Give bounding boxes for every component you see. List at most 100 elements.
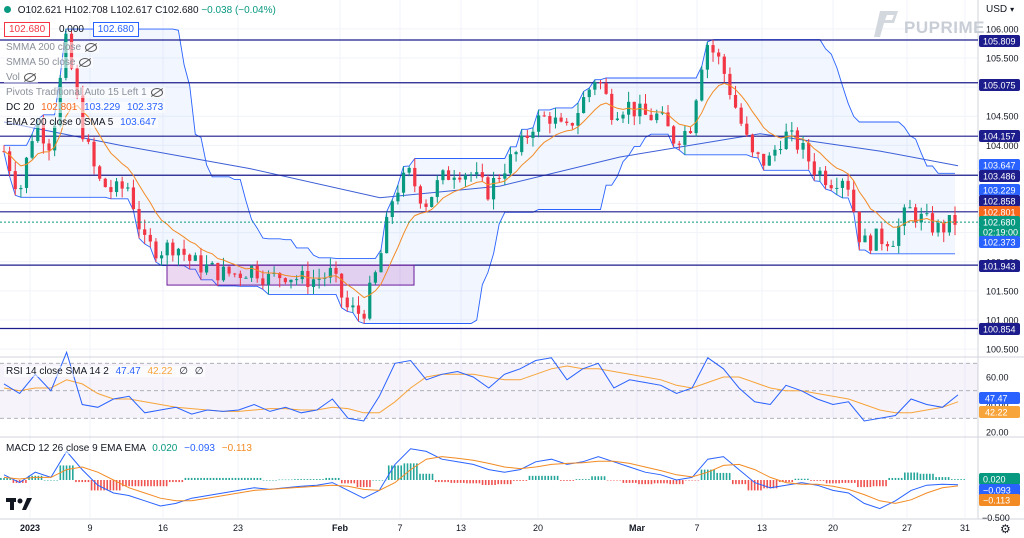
- macd-histogram-bar: [825, 480, 828, 484]
- candle-body: [103, 178, 107, 188]
- candle-body: [610, 93, 614, 120]
- candle-body: [159, 255, 164, 259]
- macd-histogram-bar: [488, 480, 490, 485]
- macd-histogram-bar: [46, 480, 49, 481]
- price-level-badge: [979, 170, 1020, 182]
- hidden-eye-icon[interactable]: [150, 87, 163, 97]
- macd-histogram-bar: [666, 480, 668, 484]
- rsi-axis-label: 40.00: [986, 400, 1009, 410]
- macd-legend[interactable]: MACD 12 26 close 9 EMA EMA 0.020 −0.093 …: [4, 443, 254, 454]
- macd-histogram-bar: [403, 463, 406, 480]
- macd-histogram-bar: [566, 480, 568, 481]
- macd-histogram-bar: [816, 480, 819, 481]
- price-tick-label: 106.000: [986, 24, 1019, 34]
- price-level-badge: [979, 323, 1020, 335]
- indicator-sma200-legend[interactable]: SMMA 200 close: [4, 42, 100, 53]
- macd-histogram-bar: [791, 480, 794, 483]
- macd-histogram-bar: [250, 477, 252, 480]
- time-axis-label: 20: [533, 523, 543, 533]
- macd-histogram-bar: [500, 480, 503, 485]
- macd-hist-value: 0.020: [152, 443, 178, 454]
- hidden-eye-icon[interactable]: [23, 72, 36, 82]
- macd-histogram-bar: [725, 472, 728, 480]
- macd-histogram-bar: [275, 480, 277, 481]
- candle-body: [778, 149, 783, 151]
- rsi-badge-label: 47.47: [985, 394, 1008, 404]
- price-tick-label: 105.500: [986, 53, 1019, 63]
- candle-body: [300, 270, 304, 280]
- indicator-pivots-legend[interactable]: Pivots Traditional Auto 15 Left 1: [4, 87, 165, 98]
- price-level-badge: [979, 159, 1020, 171]
- candle-body: [36, 124, 40, 142]
- macd-badge-label: 0.020: [983, 475, 1006, 485]
- sma200-line: [3, 121, 959, 199]
- macd-badge-label: −0.093: [983, 486, 1011, 496]
- candle-body: [942, 222, 946, 233]
- macd-histogram-bar: [53, 480, 55, 481]
- macd-histogram-bar: [381, 480, 384, 481]
- macd-histogram-bar: [663, 480, 665, 484]
- macd-signal-line: [3, 456, 959, 504]
- candle-body: [204, 264, 209, 273]
- candle-body: [131, 187, 136, 210]
- tradingview-logo-icon[interactable]: [6, 496, 32, 512]
- candle-body: [13, 171, 17, 190]
- hidden-eye-icon[interactable]: [85, 42, 98, 52]
- macd-histogram-bar: [731, 480, 734, 485]
- price-level-label: 100.854: [983, 325, 1016, 335]
- indicator-dc-legend[interactable]: DC 20 102.801 103.229 102.373: [4, 102, 166, 113]
- time-axis-label: 31: [960, 523, 970, 533]
- macd-histogram-bar: [472, 480, 474, 484]
- macd-histogram-bar: [631, 480, 634, 483]
- macd-line: [3, 448, 959, 510]
- time-axis-label: 13: [757, 523, 767, 533]
- candle-body: [801, 142, 805, 150]
- candle-body: [98, 166, 102, 179]
- price-level-label: 101.943: [983, 262, 1016, 272]
- macd-histogram-bar: [491, 480, 493, 485]
- rsi-legend[interactable]: RSI 14 close SMA 14 2 47.47 42.22 ∅ ∅: [4, 366, 206, 377]
- time-axis-label: Feb: [332, 523, 349, 533]
- macd-histogram-bar: [678, 480, 681, 485]
- sell-price-button[interactable]: 102.680: [4, 22, 51, 37]
- price-tick-label: 101.000: [986, 315, 1019, 325]
- macd-histogram-bar: [81, 480, 83, 483]
- macd-histogram-bar: [963, 479, 966, 480]
- time-axis-label: 2023: [20, 523, 40, 533]
- candle-body: [638, 103, 642, 117]
- macd-histogram-bar: [528, 475, 531, 480]
- candle-body: [649, 114, 653, 121]
- ohlc-close: C102.680: [155, 5, 199, 16]
- price-level-badge: [979, 79, 1020, 91]
- candle-body: [24, 157, 29, 188]
- macd-histogram-bar: [391, 465, 393, 480]
- macd-histogram-bar: [56, 480, 58, 481]
- candle-body: [835, 187, 839, 189]
- macd-histogram-bar: [12, 480, 15, 483]
- indicator-sma50-legend[interactable]: SMMA 50 close: [4, 57, 94, 68]
- candle-body: [542, 115, 546, 117]
- ema-value: 103.647: [120, 117, 157, 128]
- settings-gear-icon[interactable]: ⚙: [1000, 522, 1011, 536]
- hidden-eye-icon[interactable]: [79, 57, 92, 67]
- macd-histogram-bar: [106, 480, 109, 491]
- price-level-label: 102.801: [983, 208, 1016, 218]
- indicator-vol-legend[interactable]: Vol: [4, 72, 38, 83]
- macd-histogram-bar: [822, 480, 825, 481]
- macd-histogram-bar: [857, 480, 859, 488]
- candle-body: [728, 73, 732, 95]
- candle-body: [587, 89, 591, 98]
- indicator-sma50-label: SMMA 50 close: [6, 57, 76, 68]
- currency-selector[interactable]: USD ▾: [986, 4, 1014, 15]
- price-level-label: 102.680: [983, 218, 1016, 228]
- indicator-ema-legend[interactable]: EMA 200 close 0 SMA 5 103.647: [4, 117, 159, 128]
- macd-histogram-bar: [25, 480, 27, 483]
- macd-histogram-bar: [810, 480, 812, 481]
- candle-body: [503, 173, 507, 179]
- indicator-pivots-label: Pivots Traditional Auto 15 Left 1: [6, 87, 147, 98]
- macd-histogram-bar: [259, 477, 262, 480]
- buy-price-button[interactable]: 102.680: [92, 22, 139, 37]
- macd-histogram-bar: [600, 476, 603, 480]
- candle-body: [762, 153, 766, 166]
